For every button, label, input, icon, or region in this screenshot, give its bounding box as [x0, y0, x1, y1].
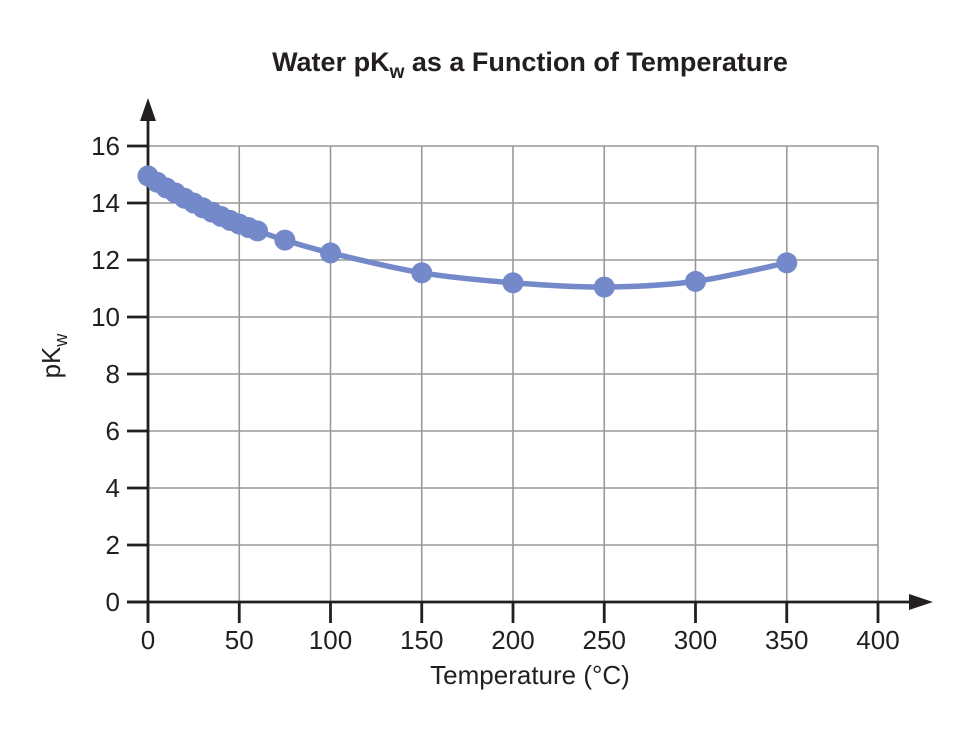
y-tick-label: 16 [91, 131, 120, 161]
data-point [247, 220, 268, 242]
data-point [685, 270, 706, 292]
x-tick-label: 250 [583, 625, 626, 655]
x-tick-label: 100 [309, 625, 352, 655]
tick-label-layer: 0 2 4 6 8 10 12 14 16 0 50 100 150 200 250 300 350 400 [91, 131, 900, 655]
y-axis-arrow [140, 98, 156, 121]
x-axis-arrow [909, 594, 933, 610]
series-layer [137, 165, 798, 298]
y-tick-label: 14 [91, 188, 120, 218]
data-point [593, 276, 615, 298]
data-point [411, 262, 433, 284]
x-axis-title: Temperature (°C) [430, 660, 630, 690]
x-tick-label: 150 [400, 625, 443, 655]
y-tick-label: 8 [106, 359, 120, 389]
y-axis-title: pKw [36, 333, 71, 379]
chart-title: Water pKw as a Function of Temperature [272, 47, 788, 83]
data-point [274, 229, 296, 251]
y-tick-label: 6 [106, 416, 120, 446]
x-tick-label: 0 [141, 625, 155, 655]
y-axis-title-subscript: w [51, 333, 71, 348]
x-tick-label: 350 [765, 625, 808, 655]
x-tick-label: 300 [674, 625, 717, 655]
chart-title-post: as a Function of Temperature [404, 47, 788, 77]
x-tick-label: 200 [491, 625, 534, 655]
y-tick-label: 0 [106, 587, 120, 617]
data-point [320, 242, 341, 264]
chart-title-subscript: w [389, 62, 405, 83]
x-tick-label: 400 [856, 625, 899, 655]
grid-layer [148, 145, 879, 602]
y-tick-label: 4 [106, 473, 120, 503]
axis-layer [127, 98, 933, 623]
y-tick-label: 10 [91, 302, 120, 332]
y-tick-label: 2 [106, 530, 120, 560]
x-tick-label: 50 [225, 625, 254, 655]
y-tick-label: 12 [91, 245, 120, 275]
data-point [502, 272, 524, 294]
chart-title-pre: Water pK [272, 47, 390, 77]
data-point [776, 252, 798, 274]
y-axis-title-pre: pK [36, 346, 66, 378]
